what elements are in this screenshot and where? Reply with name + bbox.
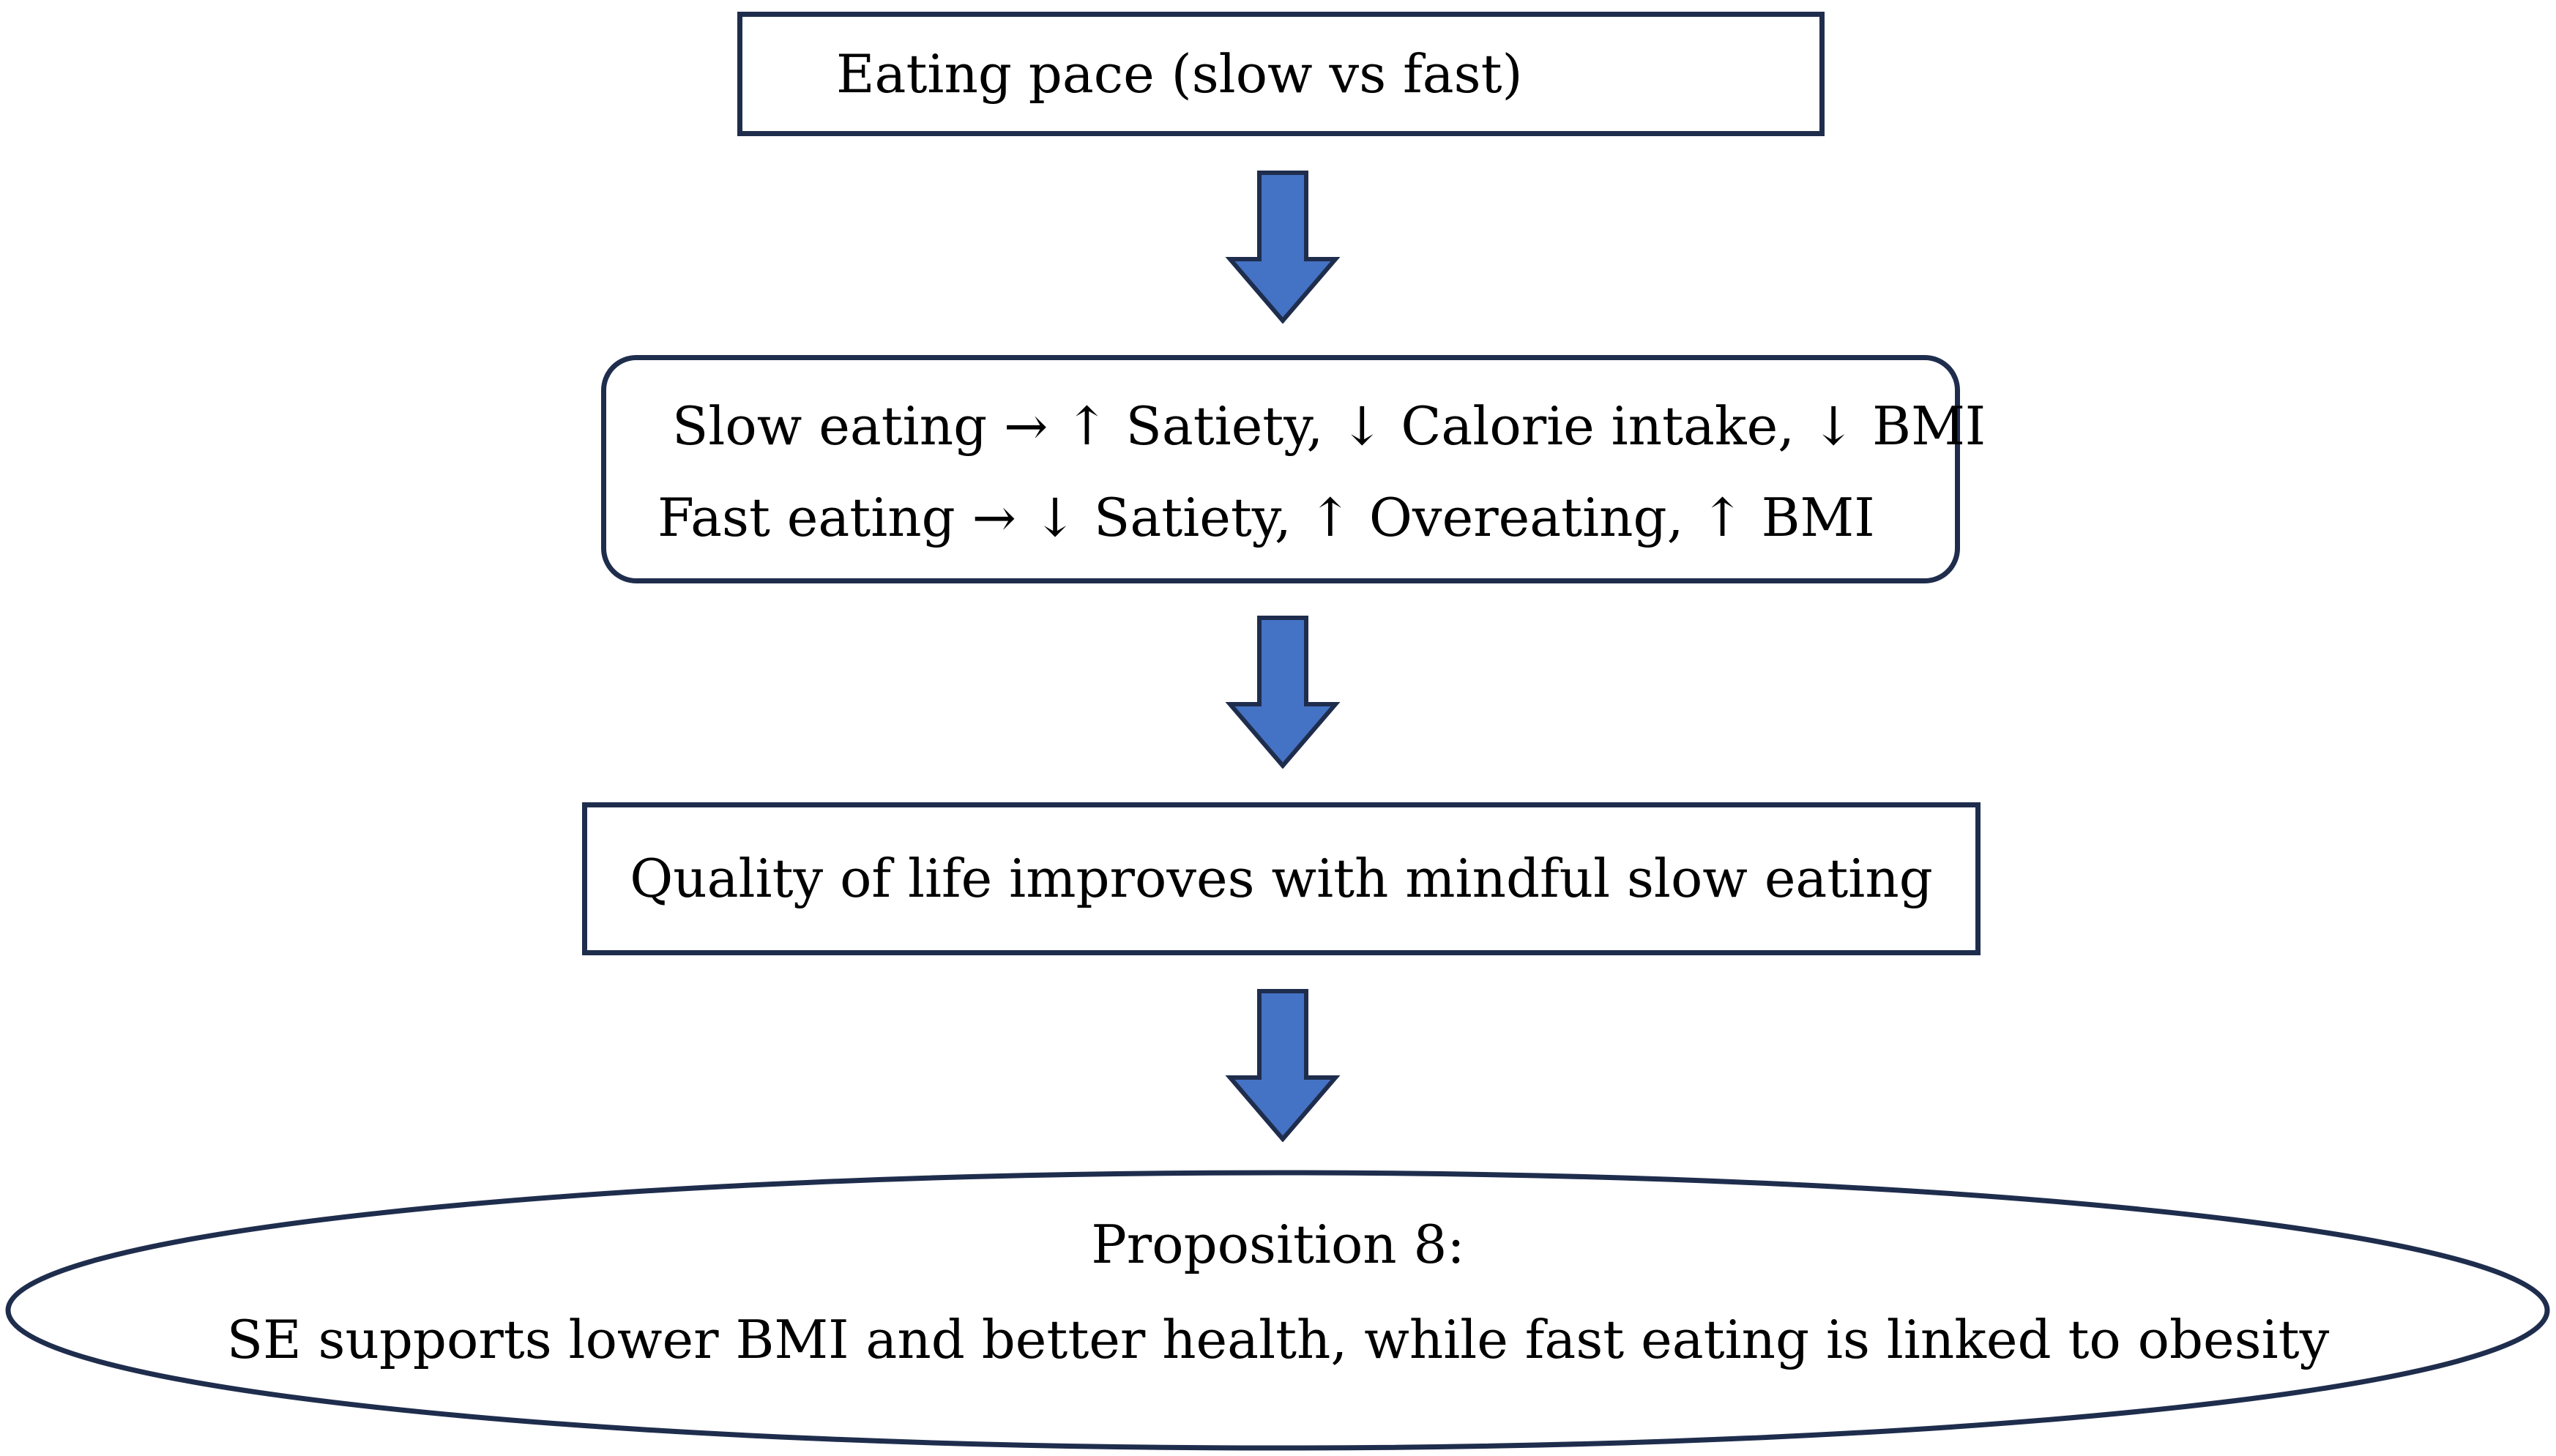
- flow-arrow-down-icon: [1225, 171, 1341, 324]
- effects-box: Slow eating → ↑ Satiety, ↓ Calorie intak…: [601, 355, 1986, 583]
- eating-pace-box: Eating pace (slow vs fast): [737, 12, 1825, 136]
- flow-arrow-down-icon: [1225, 989, 1341, 1142]
- proposition-ellipse: [5, 1170, 2550, 1451]
- slow-eating-effects: Slow eating → ↑ Satiety, ↓ Calorie intak…: [672, 395, 1986, 457]
- flow-arrow-down-icon: [1225, 616, 1341, 769]
- fast-eating-effects: Fast eating → ↓ Satiety, ↑ Overeating, ↑…: [657, 487, 1875, 548]
- eating-pace-label: Eating pace (slow vs fast): [836, 43, 1523, 105]
- quality-of-life-box: Quality of life improves with mindful sl…: [582, 802, 1981, 955]
- proposition-statement: SE supports lower BMI and better health,…: [226, 1309, 2330, 1370]
- quality-of-life-label: Quality of life improves with mindful sl…: [630, 848, 1933, 909]
- proposition-title: Proposition 8:: [1091, 1214, 1465, 1275]
